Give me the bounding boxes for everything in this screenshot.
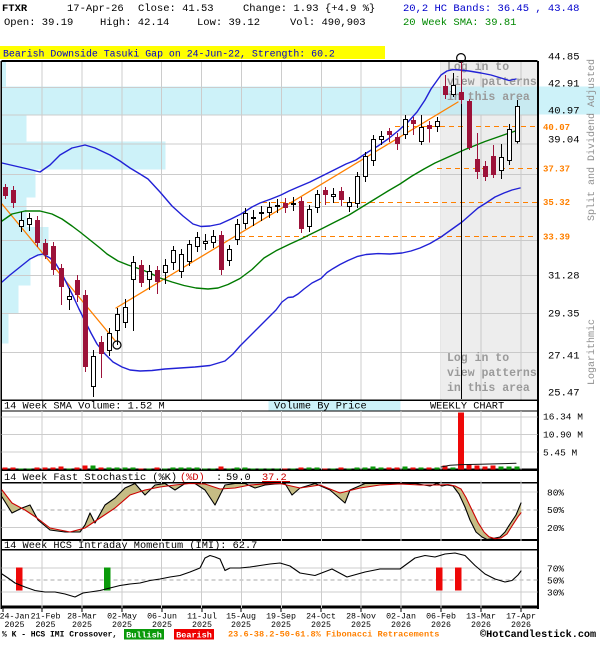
svg-text:2026: 2026 <box>471 621 491 630</box>
svg-text:(%D): (%D) <box>180 472 205 484</box>
svg-text:14 Week Fast Stochastic (%K): 14 Week Fast Stochastic (%K) <box>4 472 177 484</box>
svg-text:2025: 2025 <box>5 621 25 630</box>
svg-text:42.91: 42.91 <box>548 79 580 91</box>
svg-text:70%: 70% <box>547 563 564 574</box>
svg-text:10.90 M: 10.90 M <box>543 430 583 441</box>
svg-text:2026: 2026 <box>511 621 531 630</box>
svg-text:2025: 2025 <box>152 621 172 630</box>
svg-text:37.37: 37.37 <box>543 165 570 175</box>
svg-text:Logarithmic: Logarithmic <box>586 319 598 385</box>
svg-text:21-Feb: 21-Feb <box>31 612 61 622</box>
svg-text:% K - HCS IMI Crossover,: % K - HCS IMI Crossover, <box>2 631 117 640</box>
svg-text:14 Week SMA Volume: 1.52 M: 14 Week SMA Volume: 1.52 M <box>4 401 165 413</box>
svg-text:in this area: in this area <box>447 382 530 395</box>
svg-text:27.41: 27.41 <box>548 351 580 363</box>
svg-text:25.47: 25.47 <box>548 388 580 400</box>
svg-text:5.45 M: 5.45 M <box>543 448 578 459</box>
svg-text:Change: 1.93 {+4.9 %}: Change: 1.93 {+4.9 %} <box>243 3 375 15</box>
svg-text::: : <box>216 472 222 484</box>
svg-text:Split and Dividend Adjusted: Split and Dividend Adjusted <box>586 59 598 221</box>
svg-text:Open: 39.19: Open: 39.19 <box>4 17 73 29</box>
svg-text:2025: 2025 <box>192 621 212 630</box>
svg-text:31.28: 31.28 <box>548 271 580 283</box>
svg-text:20 Week SMA: 39.81: 20 Week SMA: 39.81 <box>403 17 516 29</box>
svg-text:view patterns: view patterns <box>447 367 537 380</box>
svg-text:20%: 20% <box>547 523 564 534</box>
svg-text:06-Feb: 06-Feb <box>426 612 456 622</box>
svg-text:Close: 41.53: Close: 41.53 <box>138 3 214 15</box>
svg-text:Volume By Price: Volume By Price <box>274 401 367 413</box>
svg-text:WEEKLY CHART: WEEKLY CHART <box>430 401 504 413</box>
svg-text:11-Jul: 11-Jul <box>187 612 217 622</box>
svg-text:30%: 30% <box>547 587 564 598</box>
svg-text:80%: 80% <box>547 487 564 498</box>
svg-text:16.34 M: 16.34 M <box>543 412 583 423</box>
svg-text:14 Week HCS Intraday Momentum: 14 Week HCS Intraday Momentum (IMI): 62.… <box>4 540 257 552</box>
svg-text:40.07: 40.07 <box>543 123 570 133</box>
svg-text:39.04: 39.04 <box>548 135 580 147</box>
svg-text:37.2: 37.2 <box>262 472 287 484</box>
svg-text:©HotCandlestick.com: ©HotCandlestick.com <box>480 629 596 640</box>
svg-text:35.32: 35.32 <box>543 198 570 208</box>
svg-text:High: 42.14: High: 42.14 <box>100 17 169 29</box>
svg-text:29.35: 29.35 <box>548 309 580 321</box>
svg-text:40.97: 40.97 <box>548 106 580 118</box>
svg-text:Vol: 490,903: Vol: 490,903 <box>290 17 366 29</box>
svg-text:44.85: 44.85 <box>548 52 580 64</box>
svg-text:2025: 2025 <box>36 621 56 630</box>
svg-text:2025: 2025 <box>112 621 132 630</box>
svg-text:FTXR: FTXR <box>2 3 28 15</box>
svg-text:23.6-38.2-50-61.8% Fibonacci R: 23.6-38.2-50-61.8% Fibonacci Retracement… <box>228 630 439 640</box>
svg-text:Bearish Downside Tasuki Gap on: Bearish Downside Tasuki Gap on 24-Jun-22… <box>3 49 335 60</box>
svg-text:50%: 50% <box>547 575 564 586</box>
svg-text:view patterns: view patterns <box>447 76 537 89</box>
svg-text:Low: 39.12: Low: 39.12 <box>197 17 260 29</box>
svg-text:2025: 2025 <box>72 621 92 630</box>
svg-text:33.39: 33.39 <box>543 233 570 243</box>
svg-text:Bearish: Bearish <box>176 631 212 641</box>
svg-text:17-Apr-26: 17-Apr-26 <box>67 3 124 15</box>
svg-text:20,2 HC Bands: 36.45 , 43.48: 20,2 HC Bands: 36.45 , 43.48 <box>403 3 579 15</box>
svg-text:59.0: 59.0 <box>226 472 251 484</box>
svg-text:Log in to: Log in to <box>447 352 509 365</box>
svg-text:50%: 50% <box>547 505 564 516</box>
svg-text:Bullish: Bullish <box>126 631 162 641</box>
